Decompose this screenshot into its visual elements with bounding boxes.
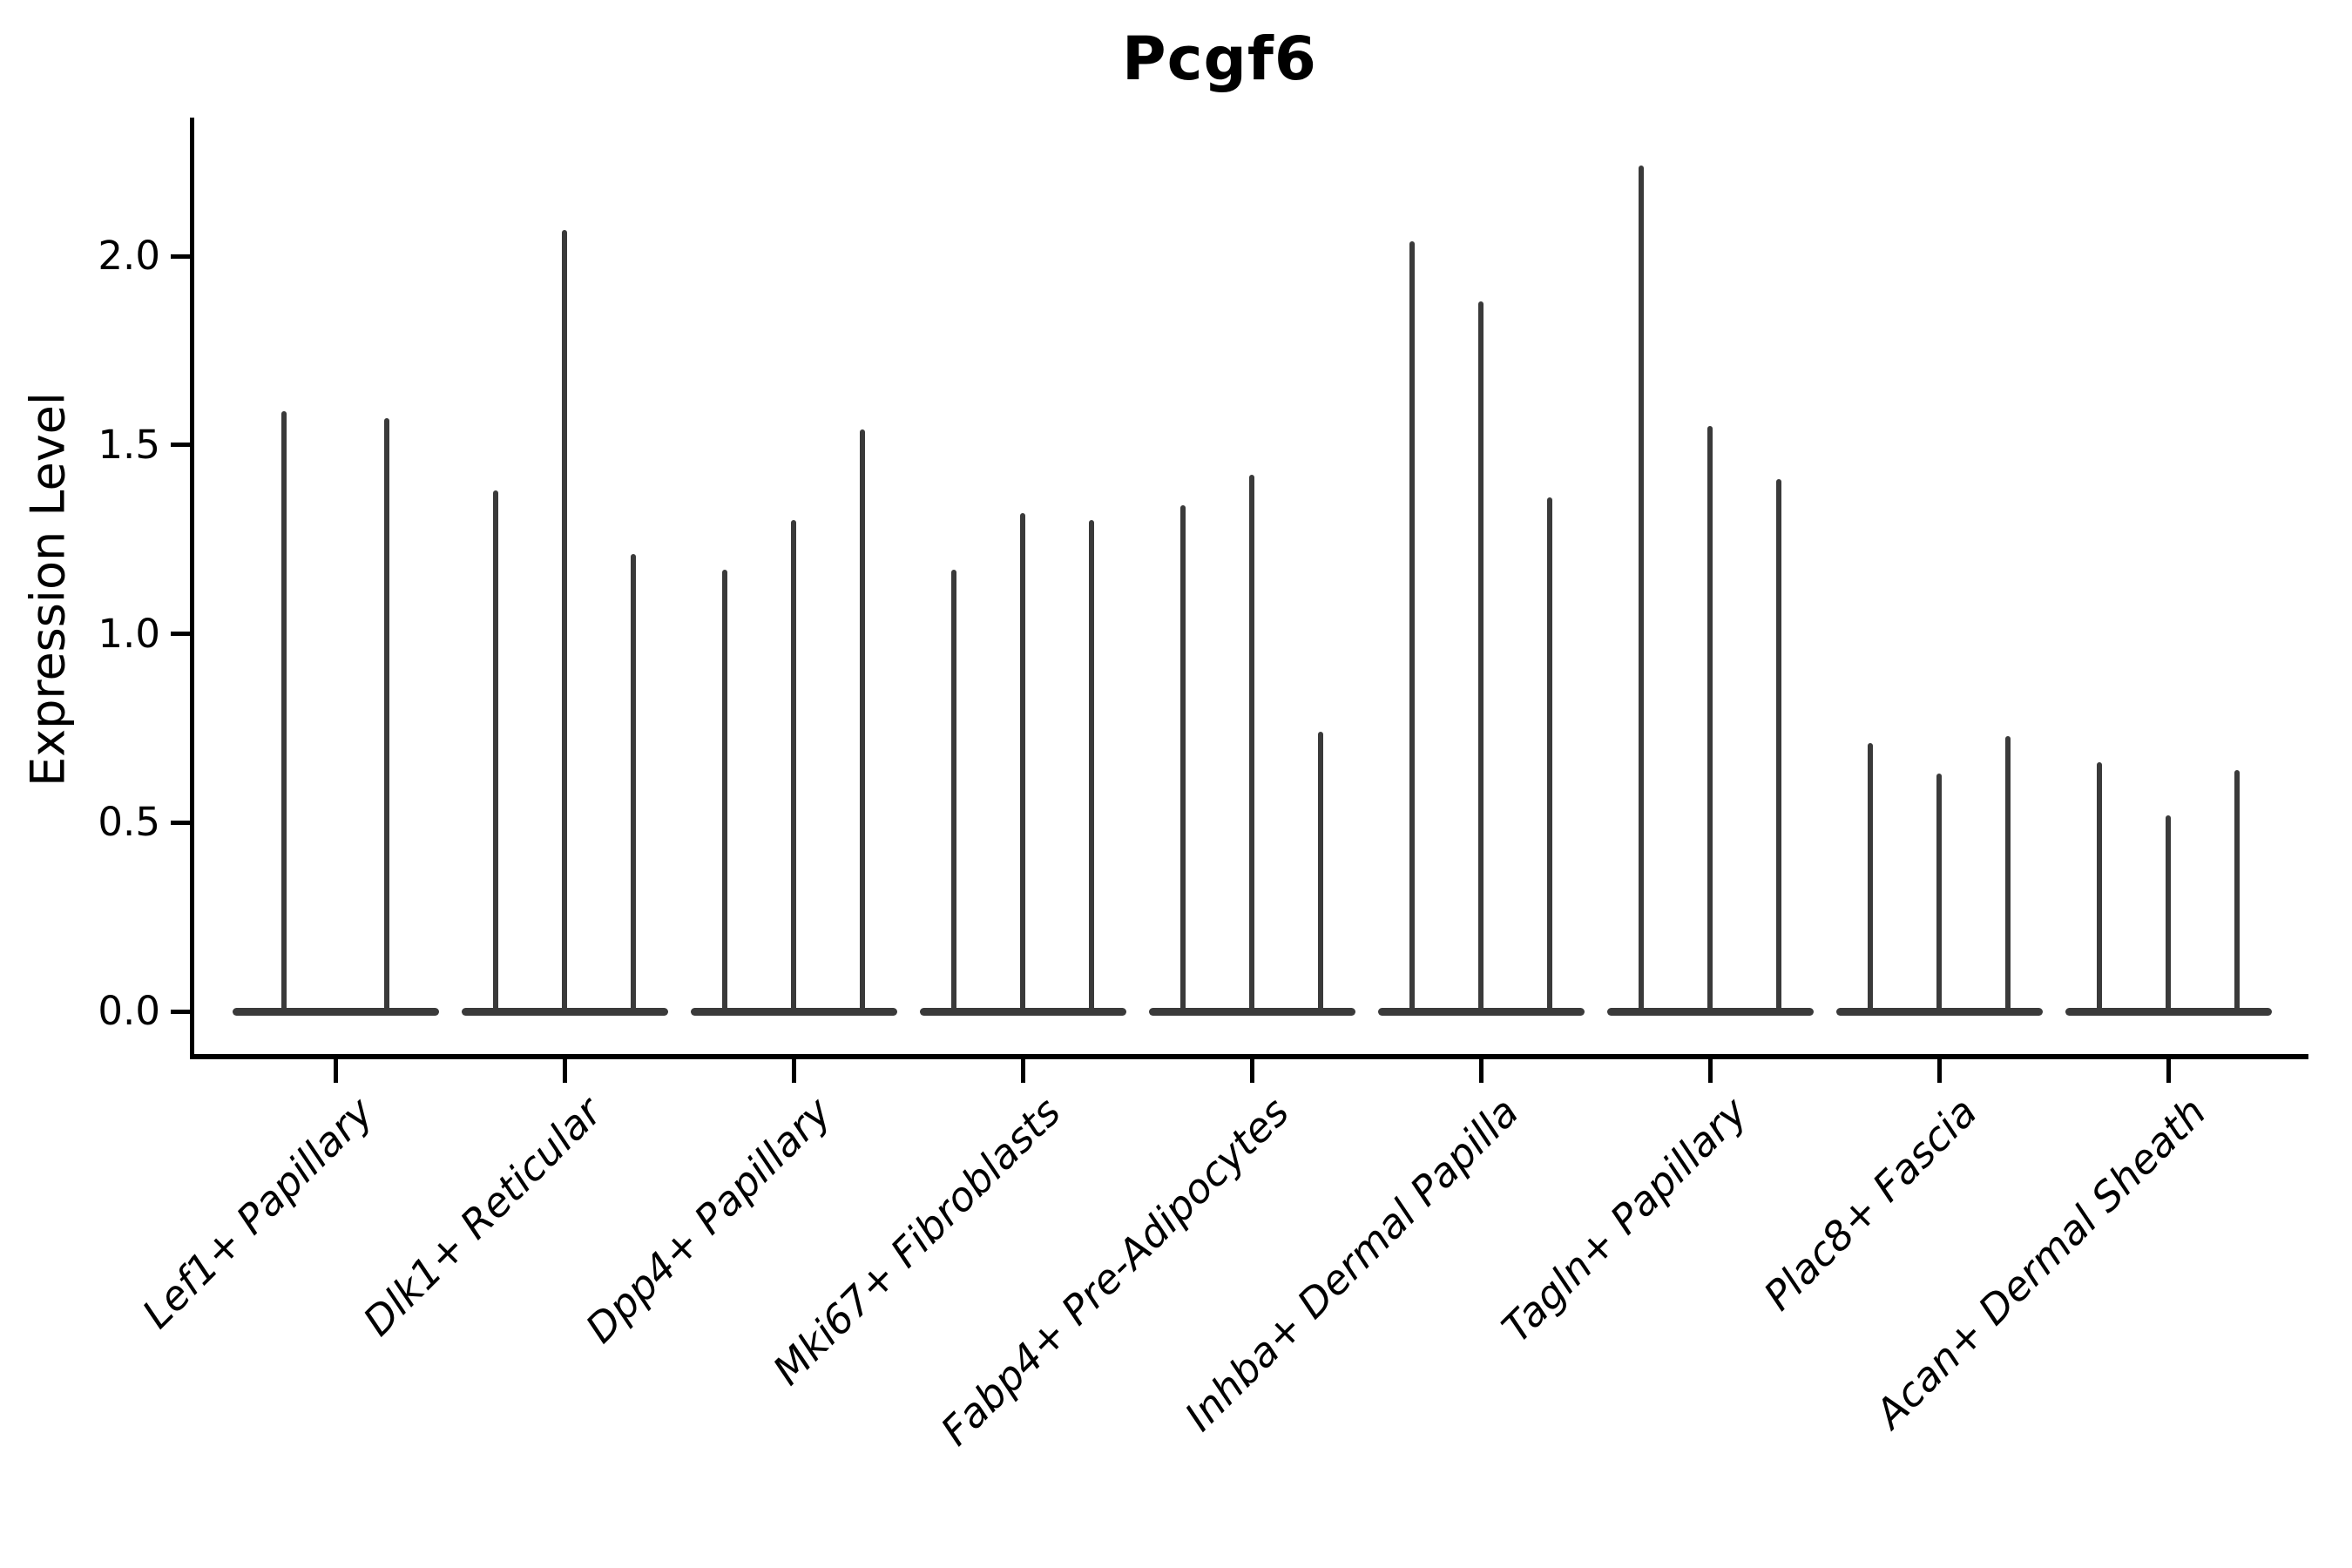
violin-stem — [1639, 165, 1644, 1014]
violin-base — [232, 1007, 439, 1016]
y-tick — [171, 632, 193, 636]
y-tick-label: 0.5 — [98, 799, 160, 846]
x-tick — [1707, 1058, 1713, 1083]
violin-stem — [1409, 240, 1415, 1014]
violin-stem — [951, 569, 956, 1014]
violin-stem — [562, 229, 567, 1014]
violin-stem — [1776, 478, 1781, 1014]
x-tick — [2166, 1058, 2171, 1083]
violin-stem — [2005, 735, 2011, 1014]
y-tick-label: 0.0 — [98, 988, 160, 1034]
violin-stem — [281, 410, 287, 1014]
violin-stem — [1868, 743, 1873, 1014]
x-tick-label: Plac8+ Fascia — [1754, 1088, 1986, 1320]
y-tick — [171, 1009, 193, 1014]
violin-stem — [1249, 475, 1254, 1014]
violin-stem — [1180, 505, 1186, 1014]
x-tick-label: Lef1+ Papillary — [132, 1088, 382, 1338]
violin-stem — [493, 490, 498, 1014]
y-tick-label: 1.0 — [98, 610, 160, 657]
x-tick-label: Dlk1+ Reticular — [354, 1088, 612, 1345]
violin-stem — [1707, 426, 1713, 1014]
violin-stem — [722, 569, 727, 1014]
y-tick — [171, 443, 193, 448]
violin-stem — [384, 418, 389, 1014]
violin-stem — [860, 429, 865, 1014]
violin-stem — [2097, 761, 2102, 1014]
x-tick — [1936, 1058, 1942, 1083]
y-tick — [171, 820, 193, 825]
x-tick-label: Tagln+ Papillary — [1493, 1088, 1757, 1352]
violin-stem — [631, 554, 636, 1014]
x-tick — [791, 1058, 796, 1083]
y-tick — [171, 253, 193, 259]
violin-stem — [1478, 301, 1484, 1014]
x-tick — [1478, 1058, 1484, 1083]
y-tick-label: 2.0 — [98, 233, 160, 279]
violin-stem — [1547, 497, 1552, 1014]
bottom-spine — [190, 1054, 2308, 1059]
violin-stem — [1089, 520, 1094, 1014]
x-tick — [562, 1058, 567, 1083]
violin-stem — [2234, 769, 2240, 1014]
left-spine — [190, 118, 194, 1059]
y-tick-label: 1.5 — [98, 421, 160, 468]
violin-stem — [2166, 814, 2171, 1014]
x-tick — [1249, 1058, 1254, 1083]
x-tick — [1020, 1058, 1025, 1083]
x-tick — [333, 1058, 338, 1083]
violin-stem — [791, 520, 796, 1014]
violin-stem — [1318, 732, 1323, 1014]
violin-stem — [1020, 512, 1025, 1014]
x-tick-label: Dpp4+ Papillary — [576, 1088, 841, 1352]
violin-stem — [1936, 773, 1942, 1014]
chart-title: Pcgf6 — [1122, 24, 1317, 94]
